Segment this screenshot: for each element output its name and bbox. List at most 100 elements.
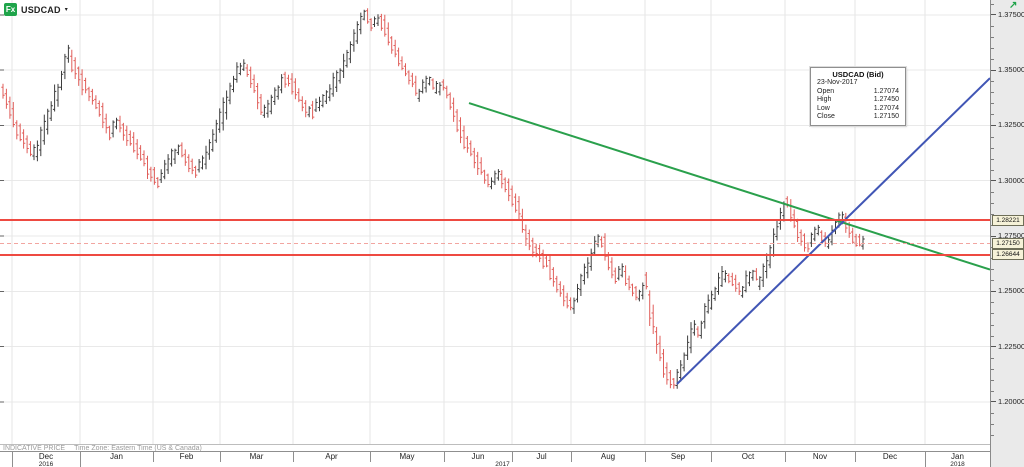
axis-minor-tick [991,136,994,138]
tooltip-title: USDCAD (Bid) [832,70,884,79]
axis-minor-tick [991,213,994,215]
axis-minor-tick [991,169,994,171]
axis-price-label: 1.27500 [998,231,1024,240]
tooltip-close-label: Close [817,113,835,120]
axis-major-tick [991,346,996,348]
month-separator [80,452,81,462]
time-axis-years: 2016 2017 2018 [0,461,990,467]
month-label: Jan [110,452,123,461]
symbol-selector[interactable]: Fx USDCAD ▾ [4,3,68,16]
year-separator [12,462,13,467]
month-separator [855,452,856,462]
axis-minor-tick [991,324,994,326]
price-level-tag: 1.26644 [992,249,1024,261]
year-label: 2017 [495,461,510,467]
axis-minor-tick [991,379,994,381]
price-level-tag: 1.27150 [992,238,1024,250]
axis-minor-tick [991,280,994,282]
timezone-label: Time Zone: Eastern Time (US & Canada) [74,445,202,452]
year-separator [80,462,81,467]
axis-minor-tick [991,302,994,304]
status-bar: INDICATIVE PRICE Time Zone: Eastern Time… [0,444,993,452]
trendline-descending-resistance[interactable] [468,102,990,271]
tooltip-low-row: Low 1.27074 [815,105,901,114]
axis-minor-tick [991,92,994,94]
axis-minor-tick [991,81,994,83]
ohlc-bars-down [1,8,862,389]
popout-arrow-icon[interactable]: ↗ [1009,0,1018,11]
tooltip-high-label: High [817,96,832,103]
axis-minor-tick [991,103,994,105]
axis-major-tick [991,14,996,16]
fx-instrument-icon: Fx [4,3,17,16]
axis-price-label: 1.25000 [998,286,1024,296]
month-separator [220,452,221,462]
month-separator [571,452,572,462]
month-separator [925,452,926,462]
month-label: Feb [179,452,194,461]
ohlc-tooltip: USDCAD (Bid) 23-Nov-2017 Open 1.27074 Hi… [809,66,907,127]
axis-price-label: 1.35000 [998,65,1024,75]
month-separator [645,452,646,462]
axis-minor-tick [991,390,994,392]
axis-minor-tick [991,147,994,149]
month-separator [12,452,13,462]
price-level-tag: 1.28221 [992,214,1024,226]
year-label: 2018 [950,461,965,467]
month-separator [711,452,712,462]
month-label: Oct [741,452,755,461]
axis-minor-tick [991,335,994,337]
tooltip-high-row: High 1.27450 [815,96,901,105]
symbol-label: USDCAD [21,4,61,15]
axis-minor-tick [991,191,994,193]
month-label: Sep [670,452,686,461]
year-label: 2016 [38,461,54,467]
axis-major-tick [991,124,996,126]
month-separator [444,452,445,462]
year-separator [925,462,926,467]
month-separator [153,452,154,462]
month-separator [785,452,786,462]
axis-price-label: 1.20000 [998,396,1024,406]
tooltip-open-label: Open [817,87,835,95]
month-label: Dec [38,452,54,461]
month-separator [370,452,371,462]
axis-minor-tick [991,158,994,160]
month-label: Nov [812,452,828,461]
axis-minor-tick [991,25,994,27]
price-axis[interactable]: 1.37500 1.35000 1.32500 1.30000 1.27500 1.250… [990,0,1024,467]
axis-minor-tick [991,202,994,204]
trendline-ascending-support[interactable] [676,77,990,385]
price-chart[interactable]: Fx USDCAD ▾ USDCAD (Bid) 23-Nov-2017 Ope… [0,0,990,444]
month-label: Apr [325,452,338,461]
axis-price-label: 1.32500 [998,120,1024,130]
axis-minor-tick [991,36,994,38]
axis-minor-tick [991,114,994,116]
axis-major-tick [991,69,996,71]
tooltip-high-value: 1.27450 [873,96,899,103]
axis-minor-tick [991,435,994,437]
tooltip-low-value: 1.27074 [873,104,899,112]
month-label: May [399,452,415,461]
axis-minor-tick [991,48,994,49]
indicative-price-label: INDICATIVE PRICE [3,445,66,452]
month-label: Jun [471,452,485,461]
month-label: Mar [249,452,264,461]
price-chart-canvas[interactable] [0,0,990,444]
chevron-down-icon: ▾ [64,7,68,13]
tooltip-close-value: 1.27150 [873,113,899,120]
tooltip-low-label: Low [817,104,830,112]
axis-minor-tick [991,424,994,425]
tooltip-open-value: 1.27074 [873,87,899,95]
axis-major-tick [991,290,996,292]
tooltip-date: 23-Nov-2017 [817,79,858,86]
axis-major-tick [991,180,996,182]
month-label: Aug [600,452,616,461]
axis-minor-tick [991,368,994,370]
axis-price-label: 1.30000 [998,175,1024,185]
axis-price-label: 1.37500 [998,9,1024,19]
month-separator [293,452,294,462]
axis-minor-tick [991,3,994,5]
ohlc-bars-up [32,9,865,389]
